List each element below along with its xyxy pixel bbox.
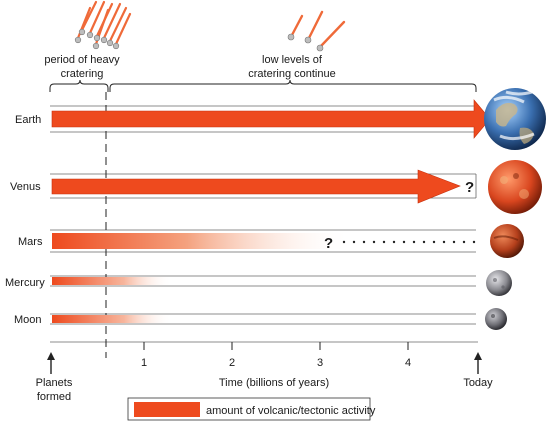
today-label: Today bbox=[463, 377, 493, 389]
planet-label-mars: Mars bbox=[18, 236, 43, 248]
moon-globe-image bbox=[485, 308, 507, 330]
axis-title: Time (billions of years) bbox=[219, 377, 329, 389]
today-arrow bbox=[474, 352, 482, 374]
legend: amount of volcanic/tectonic activity bbox=[127, 397, 376, 421]
legend-swatch bbox=[134, 402, 200, 417]
axis-ticks bbox=[143, 342, 409, 350]
heavy-meteor-shower-icon bbox=[74, 0, 132, 50]
low-period-bracket bbox=[109, 79, 477, 92]
planets-formed-label-line2: formed bbox=[37, 391, 71, 403]
legend-label: amount of volcanic/tectonic activity bbox=[206, 405, 376, 417]
tick-label-4: 4 bbox=[405, 357, 411, 369]
mercury-globe-image bbox=[486, 270, 512, 296]
mercury-activity-bar bbox=[52, 277, 172, 285]
heavy-period-bracket bbox=[49, 79, 109, 92]
mars-dotted-line bbox=[342, 240, 476, 244]
earth-globe-image bbox=[484, 88, 546, 150]
heavy-cratering-label-line1: period of heavy bbox=[44, 54, 120, 66]
mars-question-mark: ? bbox=[324, 235, 333, 252]
low-cratering-label-line2: cratering continue bbox=[248, 68, 335, 80]
venus-globe-image bbox=[488, 160, 542, 214]
mars-activity-bar bbox=[52, 233, 352, 249]
heavy-cratering-label-line2: cratering bbox=[61, 68, 104, 80]
tick-label-3: 3 bbox=[317, 357, 323, 369]
planets-formed-label-line1: Planets bbox=[36, 377, 73, 389]
venus-activity-arrow bbox=[51, 169, 461, 204]
tick-label-2: 2 bbox=[229, 357, 235, 369]
planet-label-mercury: Mercury bbox=[5, 277, 45, 289]
mars-globe-image bbox=[490, 224, 524, 258]
low-cratering-label-line1: low levels of bbox=[262, 54, 323, 66]
light-meteor-icon bbox=[287, 10, 346, 52]
planet-label-moon: Moon bbox=[14, 314, 42, 326]
earth-activity-arrow bbox=[51, 99, 491, 139]
moon-activity-bar bbox=[52, 315, 172, 323]
planet-label-venus: Venus bbox=[10, 181, 41, 193]
timeline-lines bbox=[50, 105, 478, 343]
planets-formed-arrow bbox=[47, 352, 55, 374]
venus-question-mark: ? bbox=[465, 179, 474, 196]
planet-label-earth: Earth bbox=[15, 114, 41, 126]
tick-label-1: 1 bbox=[141, 357, 147, 369]
